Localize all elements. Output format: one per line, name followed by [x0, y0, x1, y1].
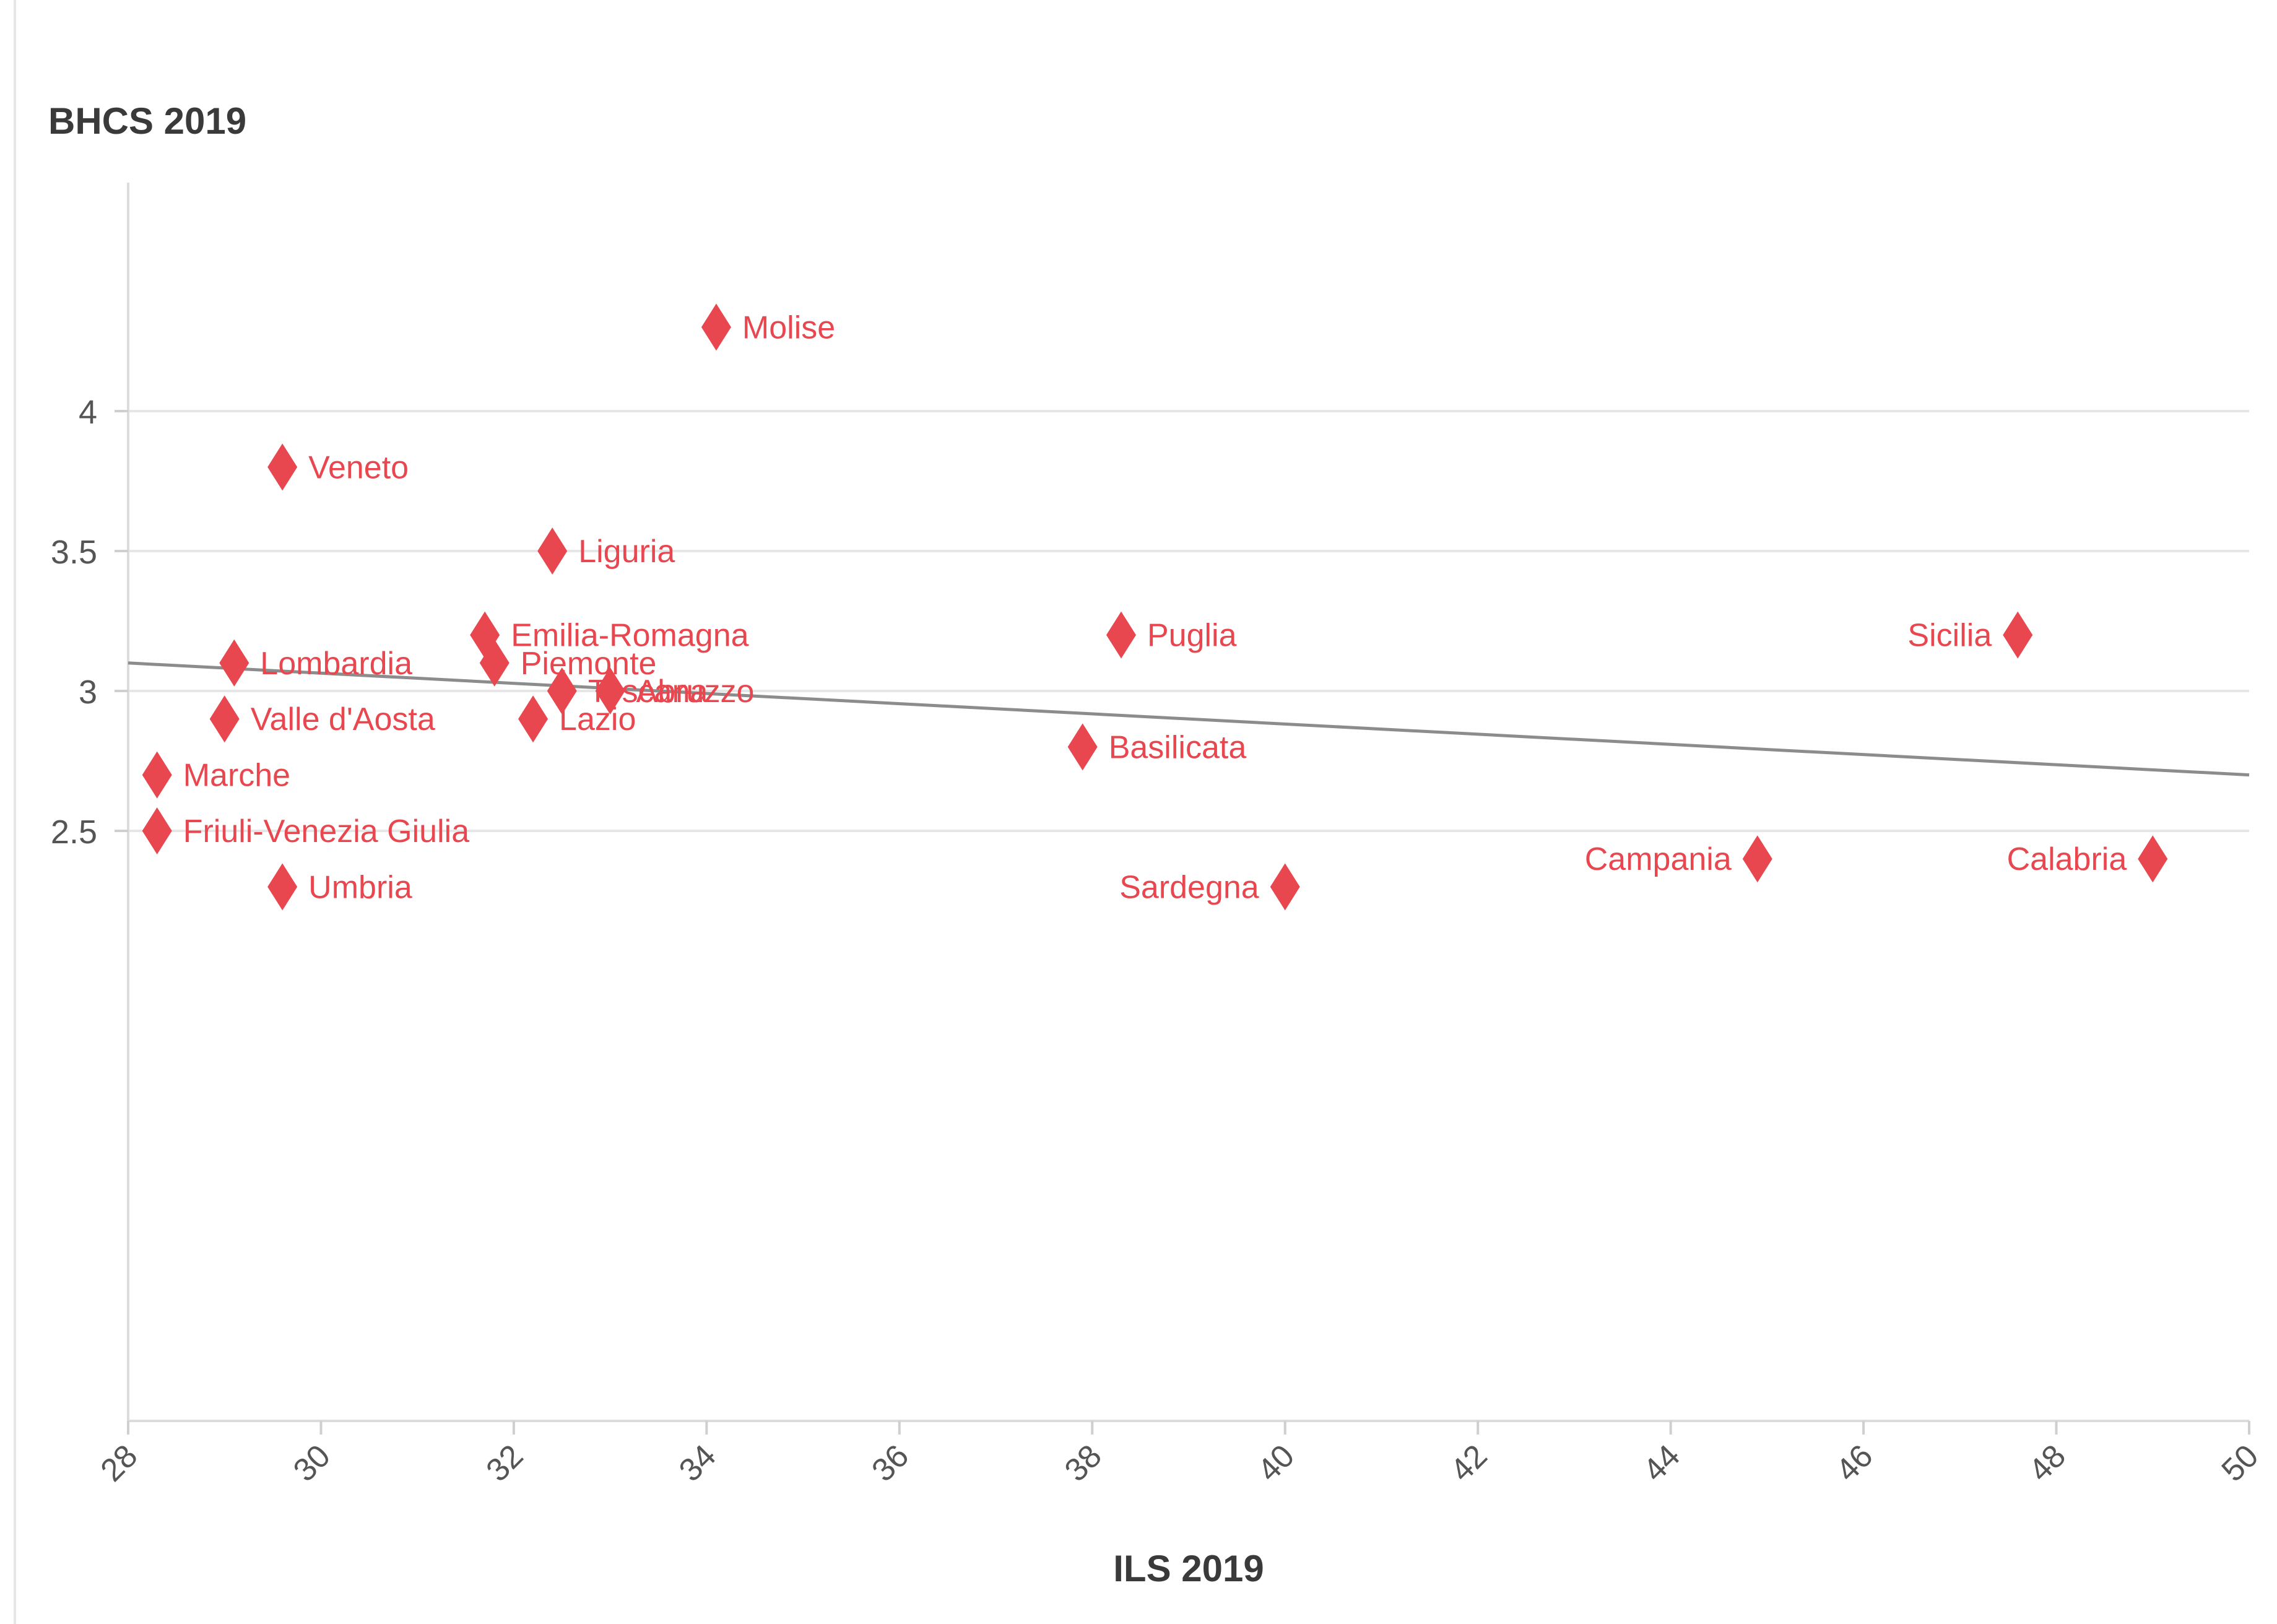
point-label: Sardegna: [1119, 869, 1259, 905]
x-axis-title: ILS 2019: [1113, 1548, 1264, 1589]
data-point: Lombardia: [219, 639, 412, 687]
x-tick-label: 34: [672, 1438, 723, 1488]
data-point: Campania: [1585, 835, 1772, 883]
y-tick-label: 4: [79, 394, 97, 431]
data-point: Umbria: [267, 863, 412, 911]
diamond-marker: [2003, 611, 2033, 659]
x-axis-ticks: 28 30 32 34 36 38 40 42 44 46 48 50: [94, 1421, 2266, 1488]
diamond-marker: [209, 695, 240, 743]
point-label: Abruzzo: [636, 674, 755, 710]
data-point: Sardegna: [1119, 863, 1300, 911]
point-label: Piemonte: [521, 646, 657, 682]
y-tick-label: 3.5: [51, 534, 97, 571]
data-point: Sicilia: [1907, 611, 2033, 659]
data-point: Piemonte: [479, 639, 657, 687]
data-point: Lazio: [518, 695, 636, 743]
x-tick-label: 48: [2022, 1438, 2073, 1488]
diamond-marker: [547, 667, 577, 714]
diamond-marker: [1106, 611, 1136, 659]
data-point: Friuli-Venezia Giulia: [142, 807, 469, 854]
diamond-marker: [1270, 863, 1300, 911]
diamond-marker: [219, 639, 249, 687]
x-tick-label: 40: [1251, 1438, 1301, 1488]
point-label: Sicilia: [1907, 618, 1992, 654]
data-point: Valle d'Aosta: [209, 695, 435, 743]
diamond-marker: [701, 303, 731, 351]
point-label: Lazio: [559, 701, 636, 737]
diamond-marker: [142, 751, 172, 799]
diamond-marker: [267, 863, 298, 911]
data-point: Marche: [142, 751, 290, 799]
grid-lines: [128, 410, 2249, 832]
point-label: Valle d'Aosta: [251, 701, 435, 737]
diamond-marker: [537, 528, 568, 575]
data-point: Veneto: [267, 443, 409, 491]
point-label: Friuli-Venezia Giulia: [183, 814, 469, 849]
x-tick-label: 50: [2215, 1438, 2266, 1488]
point-label: Veneto: [308, 449, 409, 485]
diamond-marker: [595, 667, 625, 714]
diamond-marker: [479, 639, 510, 687]
data-point: Molise: [701, 303, 835, 351]
point-label: Campania: [1585, 841, 1732, 877]
data-point: Abruzzo: [595, 667, 755, 714]
point-label: Marche: [183, 758, 290, 794]
x-tick-label: 46: [1829, 1438, 1880, 1488]
y-axis-ticks: 2.5 3 3.5 4: [51, 394, 128, 851]
point-label: Calabria: [2007, 841, 2127, 877]
x-tick-label: 42: [1444, 1438, 1494, 1488]
diamond-marker: [142, 807, 172, 854]
data-point: Calabria: [2007, 835, 2168, 883]
point-label: Basilicata: [1109, 729, 1247, 765]
diamond-marker: [1742, 835, 1772, 883]
x-tick-label: 38: [1058, 1438, 1109, 1488]
data-point: Basilicata: [1067, 723, 1247, 771]
trend-line: [128, 661, 2250, 777]
x-tick-label: 28: [94, 1438, 145, 1488]
diamond-marker: [267, 443, 298, 491]
point-label: Lombardia: [260, 646, 412, 682]
data-point: Emilia-Romagna: [470, 611, 749, 659]
point-label: Emilia-Romagna: [511, 618, 748, 654]
y-axis-title: BHCS 2019: [48, 100, 246, 142]
data-points: Molise Veneto Liguria Emilia-Romagna Puglia S…: [142, 303, 2168, 911]
x-tick-label: 36: [865, 1438, 916, 1488]
diamond-marker: [2138, 835, 2168, 883]
point-label: Liguria: [578, 534, 675, 570]
data-point: Puglia: [1106, 611, 1237, 659]
x-tick-label: 30: [287, 1438, 337, 1488]
diamond-marker: [1067, 723, 1098, 771]
x-tick-label: 44: [1636, 1438, 1687, 1488]
x-tick-label: 32: [479, 1438, 530, 1488]
data-point: Liguria: [537, 528, 675, 575]
diamond-marker: [518, 695, 549, 743]
point-label: Puglia: [1147, 618, 1237, 654]
point-label: Molise: [742, 310, 835, 345]
point-label: Umbria: [308, 869, 412, 905]
y-tick-label: 3: [79, 674, 97, 711]
y-tick-label: 2.5: [51, 814, 97, 851]
